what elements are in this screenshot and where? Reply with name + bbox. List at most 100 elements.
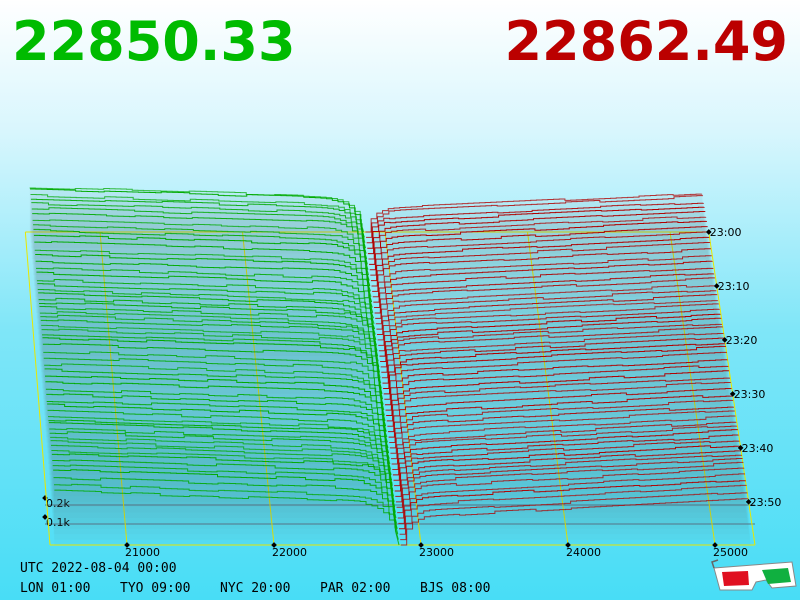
ask-curve — [396, 458, 743, 508]
bid-curve — [49, 428, 393, 481]
bid-curve — [39, 305, 379, 357]
ask-curve — [380, 323, 723, 368]
ask-curve — [395, 454, 742, 503]
bid-curve — [52, 459, 397, 519]
ask-price: 22862.49 — [504, 10, 788, 73]
time-label: 23:20 — [726, 334, 758, 347]
bid-curve — [47, 403, 390, 454]
utc-time: UTC 2022-08-04 00:00 — [20, 561, 177, 576]
ask-curve — [392, 425, 738, 470]
ask-curve — [368, 216, 707, 260]
time-dot — [745, 498, 752, 505]
bid-curve — [53, 477, 399, 535]
bid-curve — [33, 224, 370, 276]
time-dot — [729, 391, 736, 397]
ask-curve — [367, 211, 706, 255]
bid-curve — [45, 375, 387, 427]
bid-curve — [41, 324, 381, 378]
ask-curve — [370, 231, 709, 276]
bid-curve — [48, 416, 391, 465]
ask-curve — [394, 440, 740, 487]
ask-curve — [365, 193, 703, 233]
bid-curve — [51, 453, 396, 513]
ask-curve — [371, 242, 711, 287]
ask-curve — [366, 202, 704, 244]
ask-curve — [400, 498, 749, 546]
bid-curve — [38, 292, 377, 341]
bid-curve — [31, 207, 368, 260]
ask-curve — [397, 467, 745, 519]
time-label: 23:00 — [710, 226, 742, 239]
ask-curve — [394, 445, 741, 492]
time-dot — [737, 445, 744, 451]
bid-curve — [29, 187, 365, 233]
bid-curve — [46, 401, 389, 449]
ask-curve — [374, 273, 715, 314]
ask-curve — [376, 290, 717, 330]
grid-line — [669, 231, 716, 546]
ask-curve — [380, 317, 722, 363]
ask-curve — [377, 294, 718, 336]
ask-curve — [370, 236, 710, 282]
bid-curve — [48, 422, 392, 475]
bid-curve — [32, 212, 368, 265]
ask-curve — [379, 313, 721, 357]
ask-curve — [381, 332, 724, 379]
depth-dot — [42, 514, 48, 520]
bid-curve — [35, 254, 373, 303]
tick-dot — [124, 542, 130, 548]
zone-time: BJS 08:00 — [420, 581, 490, 596]
ask-curve — [383, 345, 727, 395]
bid-curve — [30, 198, 367, 249]
ask-curve — [375, 285, 716, 325]
ask-curve — [384, 359, 728, 406]
bid-curve — [44, 368, 386, 422]
bid-curve — [54, 489, 400, 546]
bid-curve — [37, 283, 376, 330]
bid-curve — [31, 202, 367, 254]
plot: 0.1k 0.2k 21000 22000 23000 24000 25000 23:00 23… — [24, 187, 781, 559]
ask-curve — [372, 248, 711, 292]
ask-curve — [387, 381, 731, 427]
ask-curve — [372, 255, 712, 298]
ask-curve — [392, 429, 738, 476]
ask-curve — [375, 277, 715, 319]
bid-curve — [47, 409, 390, 459]
bid-curve — [50, 440, 395, 497]
bid-curve — [30, 194, 366, 243]
ask-curve — [393, 434, 739, 481]
bid-curve — [37, 288, 376, 335]
ask-curve — [398, 473, 746, 524]
bid-curve — [40, 319, 381, 373]
bid-curve — [51, 450, 396, 508]
ask-curve — [373, 267, 714, 309]
bid-curve — [45, 388, 388, 438]
ask-curve — [398, 480, 746, 530]
bid-curve — [53, 483, 399, 540]
bid-curve — [44, 363, 385, 416]
ask-curve — [399, 484, 747, 535]
bid-curve — [42, 343, 384, 400]
bid-curve — [38, 297, 377, 346]
glasses-icon[interactable] — [711, 559, 797, 591]
zone-time: TYO 09:00 — [120, 581, 190, 596]
bid-curve — [43, 351, 384, 405]
ask-curve — [381, 326, 723, 373]
bid-curve — [50, 436, 394, 492]
grid-line — [527, 231, 569, 546]
ask-curve — [397, 461, 744, 514]
bid-curve — [45, 381, 387, 432]
left-edge — [24, 231, 51, 546]
bid-curve — [35, 260, 373, 308]
ask-curve — [369, 226, 708, 271]
ask-curve — [389, 399, 734, 443]
bid-curve — [34, 241, 371, 292]
bid-curve — [41, 328, 382, 384]
bid-curve — [43, 357, 385, 411]
zone-time: LON 01:00 — [20, 581, 90, 596]
ask-curve — [384, 351, 727, 400]
time-dot — [713, 283, 720, 289]
grid-line — [242, 231, 275, 546]
zone-time: NYC 20:00 — [220, 581, 290, 596]
